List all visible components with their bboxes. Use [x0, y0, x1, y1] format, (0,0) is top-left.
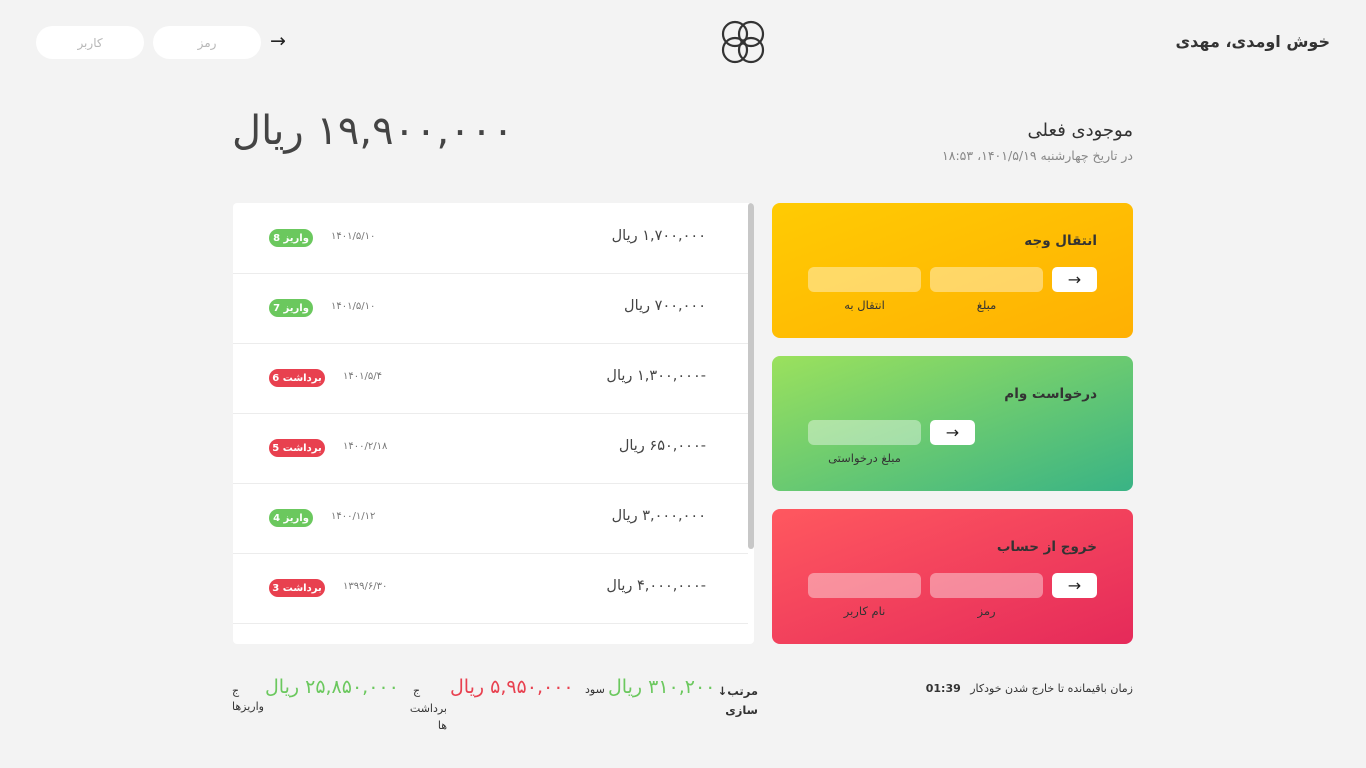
user-input[interactable]: کاربر [36, 26, 144, 59]
transactions-list[interactable]: ۱,۷۰۰,۰۰۰ ریال ۱۴۰۱/۵/۱۰ واریز 8 ۷۰۰,۰۰۰… [233, 203, 754, 644]
transaction-date: ۱۴۰۰/۲/۱۸ [343, 441, 388, 452]
user-placeholder: کاربر [77, 35, 103, 50]
deposit-badge: واریز 8 [269, 229, 313, 247]
balance-title: موجودی فعلی [1027, 120, 1133, 141]
arrow-right-icon: → [270, 30, 286, 52]
transfer-amount-input[interactable] [930, 267, 1043, 292]
transaction-date: ۱۳۹۹/۶/۳۰ [343, 581, 388, 592]
transaction-row: ۷۰۰,۰۰۰ ریال ۱۴۰۱/۵/۱۰ واریز 7 [233, 273, 748, 344]
close-title: خروج از حساب [996, 539, 1097, 555]
transaction-row: ۱,۷۰۰,۰۰۰ ریال ۱۴۰۱/۵/۱۰ واریز 8 [233, 203, 748, 274]
transfer-to-label: انتقال به [844, 298, 885, 312]
interest-label: سود [585, 683, 605, 696]
transaction-amount: -۱,۳۰۰,۰۰۰ ریال [606, 368, 706, 384]
transaction-amount: -۴,۰۰۰,۰۰۰ ریال [606, 578, 706, 594]
transaction-row: -۴,۰۰۰,۰۰۰ ریال ۱۳۹۹/۶/۳۰ برداشت 3 [233, 553, 748, 624]
login-arrow-button[interactable]: → [270, 30, 286, 52]
transaction-amount: ۱,۷۰۰,۰۰۰ ریال [611, 228, 706, 244]
close-user-label: نام کاربر [843, 604, 886, 618]
password-input[interactable]: رمز [153, 26, 261, 59]
withdrawals-label: برداشت ها [409, 702, 447, 732]
loan-card: درخواست وام → مبلغ درخواستی [772, 356, 1133, 491]
transaction-amount: ۷۰۰,۰۰۰ ریال [624, 298, 706, 314]
close-password-label: رمز [977, 604, 996, 618]
withdrawal-badge: برداشت 5 [269, 439, 325, 457]
loan-amount-label: مبلغ درخواستی [828, 451, 901, 465]
loan-title: درخواست وام [1004, 386, 1097, 402]
arrow-right-icon: → [945, 423, 960, 442]
arrow-right-icon: → [1067, 576, 1082, 595]
transaction-row: -۱,۳۰۰,۰۰۰ ریال ۱۴۰۱/۵/۴ برداشت 6 [233, 343, 748, 414]
password-placeholder: رمز [197, 35, 217, 50]
deposit-badge: واریز 4 [269, 509, 313, 527]
sort-button[interactable]: مرتب↓ سازی [717, 684, 758, 717]
transfer-card: انتقال وجه → انتقال به مبلغ [772, 203, 1133, 338]
withdrawal-badge: برداشت 6 [269, 369, 325, 387]
deposits-prefix: ج [232, 684, 240, 697]
timer-label-text: زمان باقیمانده تا خارج شدن خودکار [970, 682, 1133, 695]
transaction-date: ۱۴۰۱/۵/۱۰ [331, 301, 376, 312]
transfer-amount-label: مبلغ [976, 298, 997, 312]
close-submit-button[interactable]: → [1052, 573, 1097, 598]
transfer-to-input[interactable] [808, 267, 921, 292]
transaction-amount: ۳,۰۰۰,۰۰۰ ریال [611, 508, 706, 524]
transaction-date: ۱۴۰۰/۱/۱۲ [331, 511, 376, 522]
transaction-amount: -۶۵۰,۰۰۰ ریال [618, 438, 706, 454]
balance-date: در تاریخ چهارشنبه ۱۴۰۱/۵/۱۹، ۱۸:۵۳ [942, 148, 1133, 163]
close-account-card: خروج از حساب → نام کاربر رمز [772, 509, 1133, 644]
withdrawals-value: ۵,۹۵۰,۰۰۰ ریال [450, 676, 574, 698]
close-user-input[interactable] [808, 573, 921, 598]
loan-submit-button[interactable]: → [930, 420, 975, 445]
loan-amount-input[interactable] [808, 420, 921, 445]
interest-value: ۳۱۰,۲۰۰ ریال [608, 676, 716, 698]
logout-timer-label: زمان باقیمانده تا خارج شدن خودکار 01:39 [926, 682, 1133, 695]
list-scrollbar[interactable] [748, 203, 754, 549]
logout-timer: 01:39 [925, 682, 961, 695]
withdrawals-prefix: ج [413, 684, 421, 697]
transfer-submit-button[interactable]: → [1052, 267, 1097, 292]
arrow-right-icon: → [1067, 270, 1082, 289]
transaction-row: -۶۵۰,۰۰۰ ریال ۱۴۰۰/۲/۱۸ برداشت 5 [233, 413, 748, 484]
deposit-badge: واریز 7 [269, 299, 313, 317]
balance-amount: ۱۹,۹۰۰,۰۰۰ ریال [232, 108, 514, 154]
transfer-title: انتقال وجه [1024, 233, 1097, 249]
transaction-date: ۱۴۰۱/۵/۴ [343, 371, 382, 382]
welcome-message: خوش اومدی، مهدی [1175, 32, 1330, 51]
deposits-value: ۲۵,۸۵۰,۰۰۰ ریال [265, 676, 399, 698]
logo-icon [721, 20, 765, 64]
deposits-label: واریزها [232, 700, 264, 713]
close-password-input[interactable] [930, 573, 1043, 598]
transaction-date: ۱۴۰۱/۵/۱۰ [331, 231, 376, 242]
withdrawal-badge: برداشت 3 [269, 579, 325, 597]
transaction-row: ۳,۰۰۰,۰۰۰ ریال ۱۴۰۰/۱/۱۲ واریز 4 [233, 483, 748, 554]
